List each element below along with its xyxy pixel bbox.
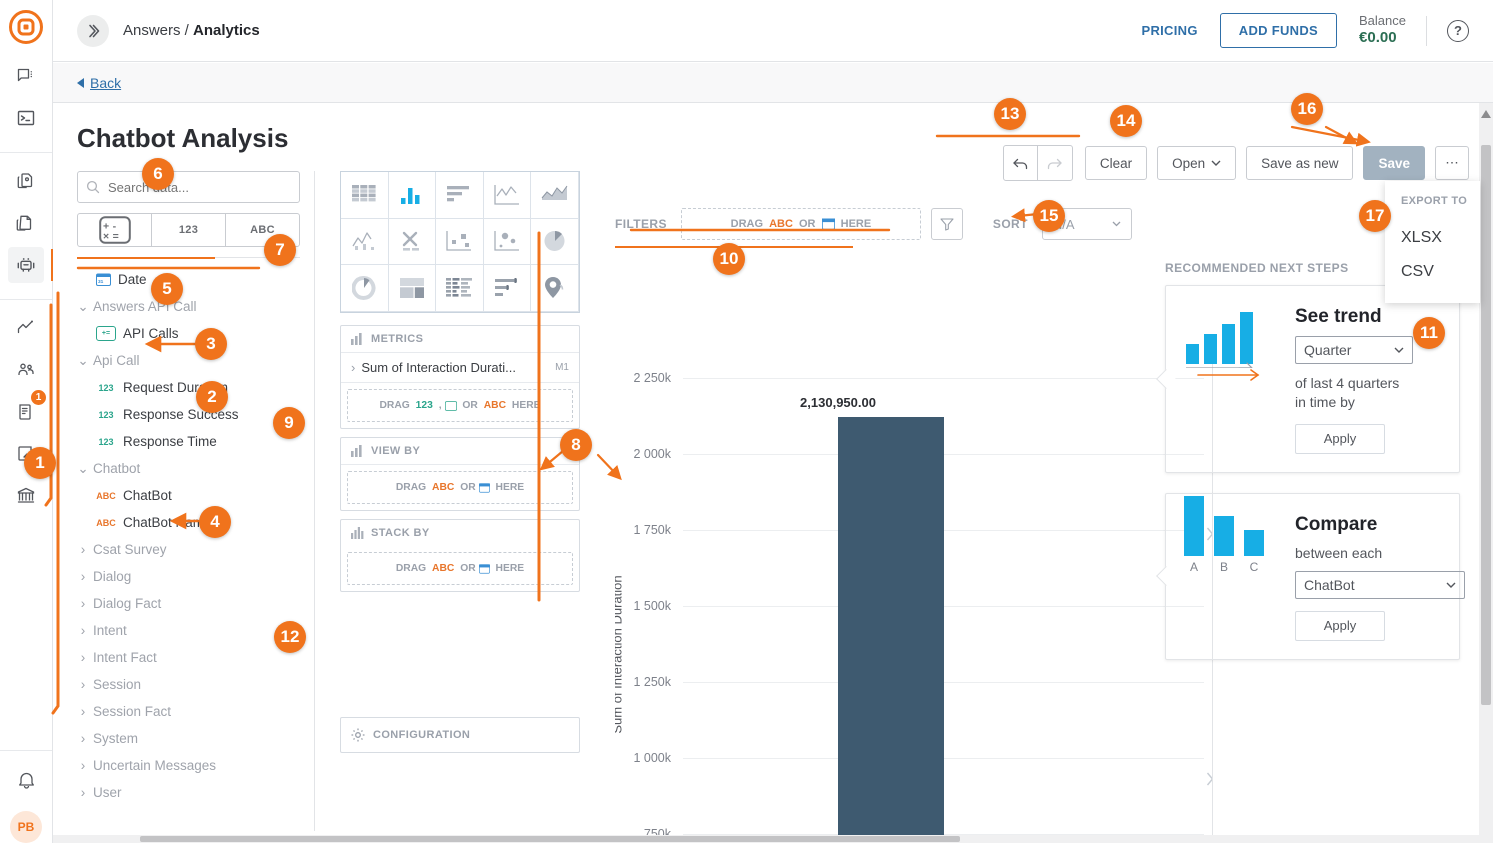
svg-text:31: 31: [98, 279, 104, 285]
svg-text:× =: × =: [103, 231, 119, 243]
